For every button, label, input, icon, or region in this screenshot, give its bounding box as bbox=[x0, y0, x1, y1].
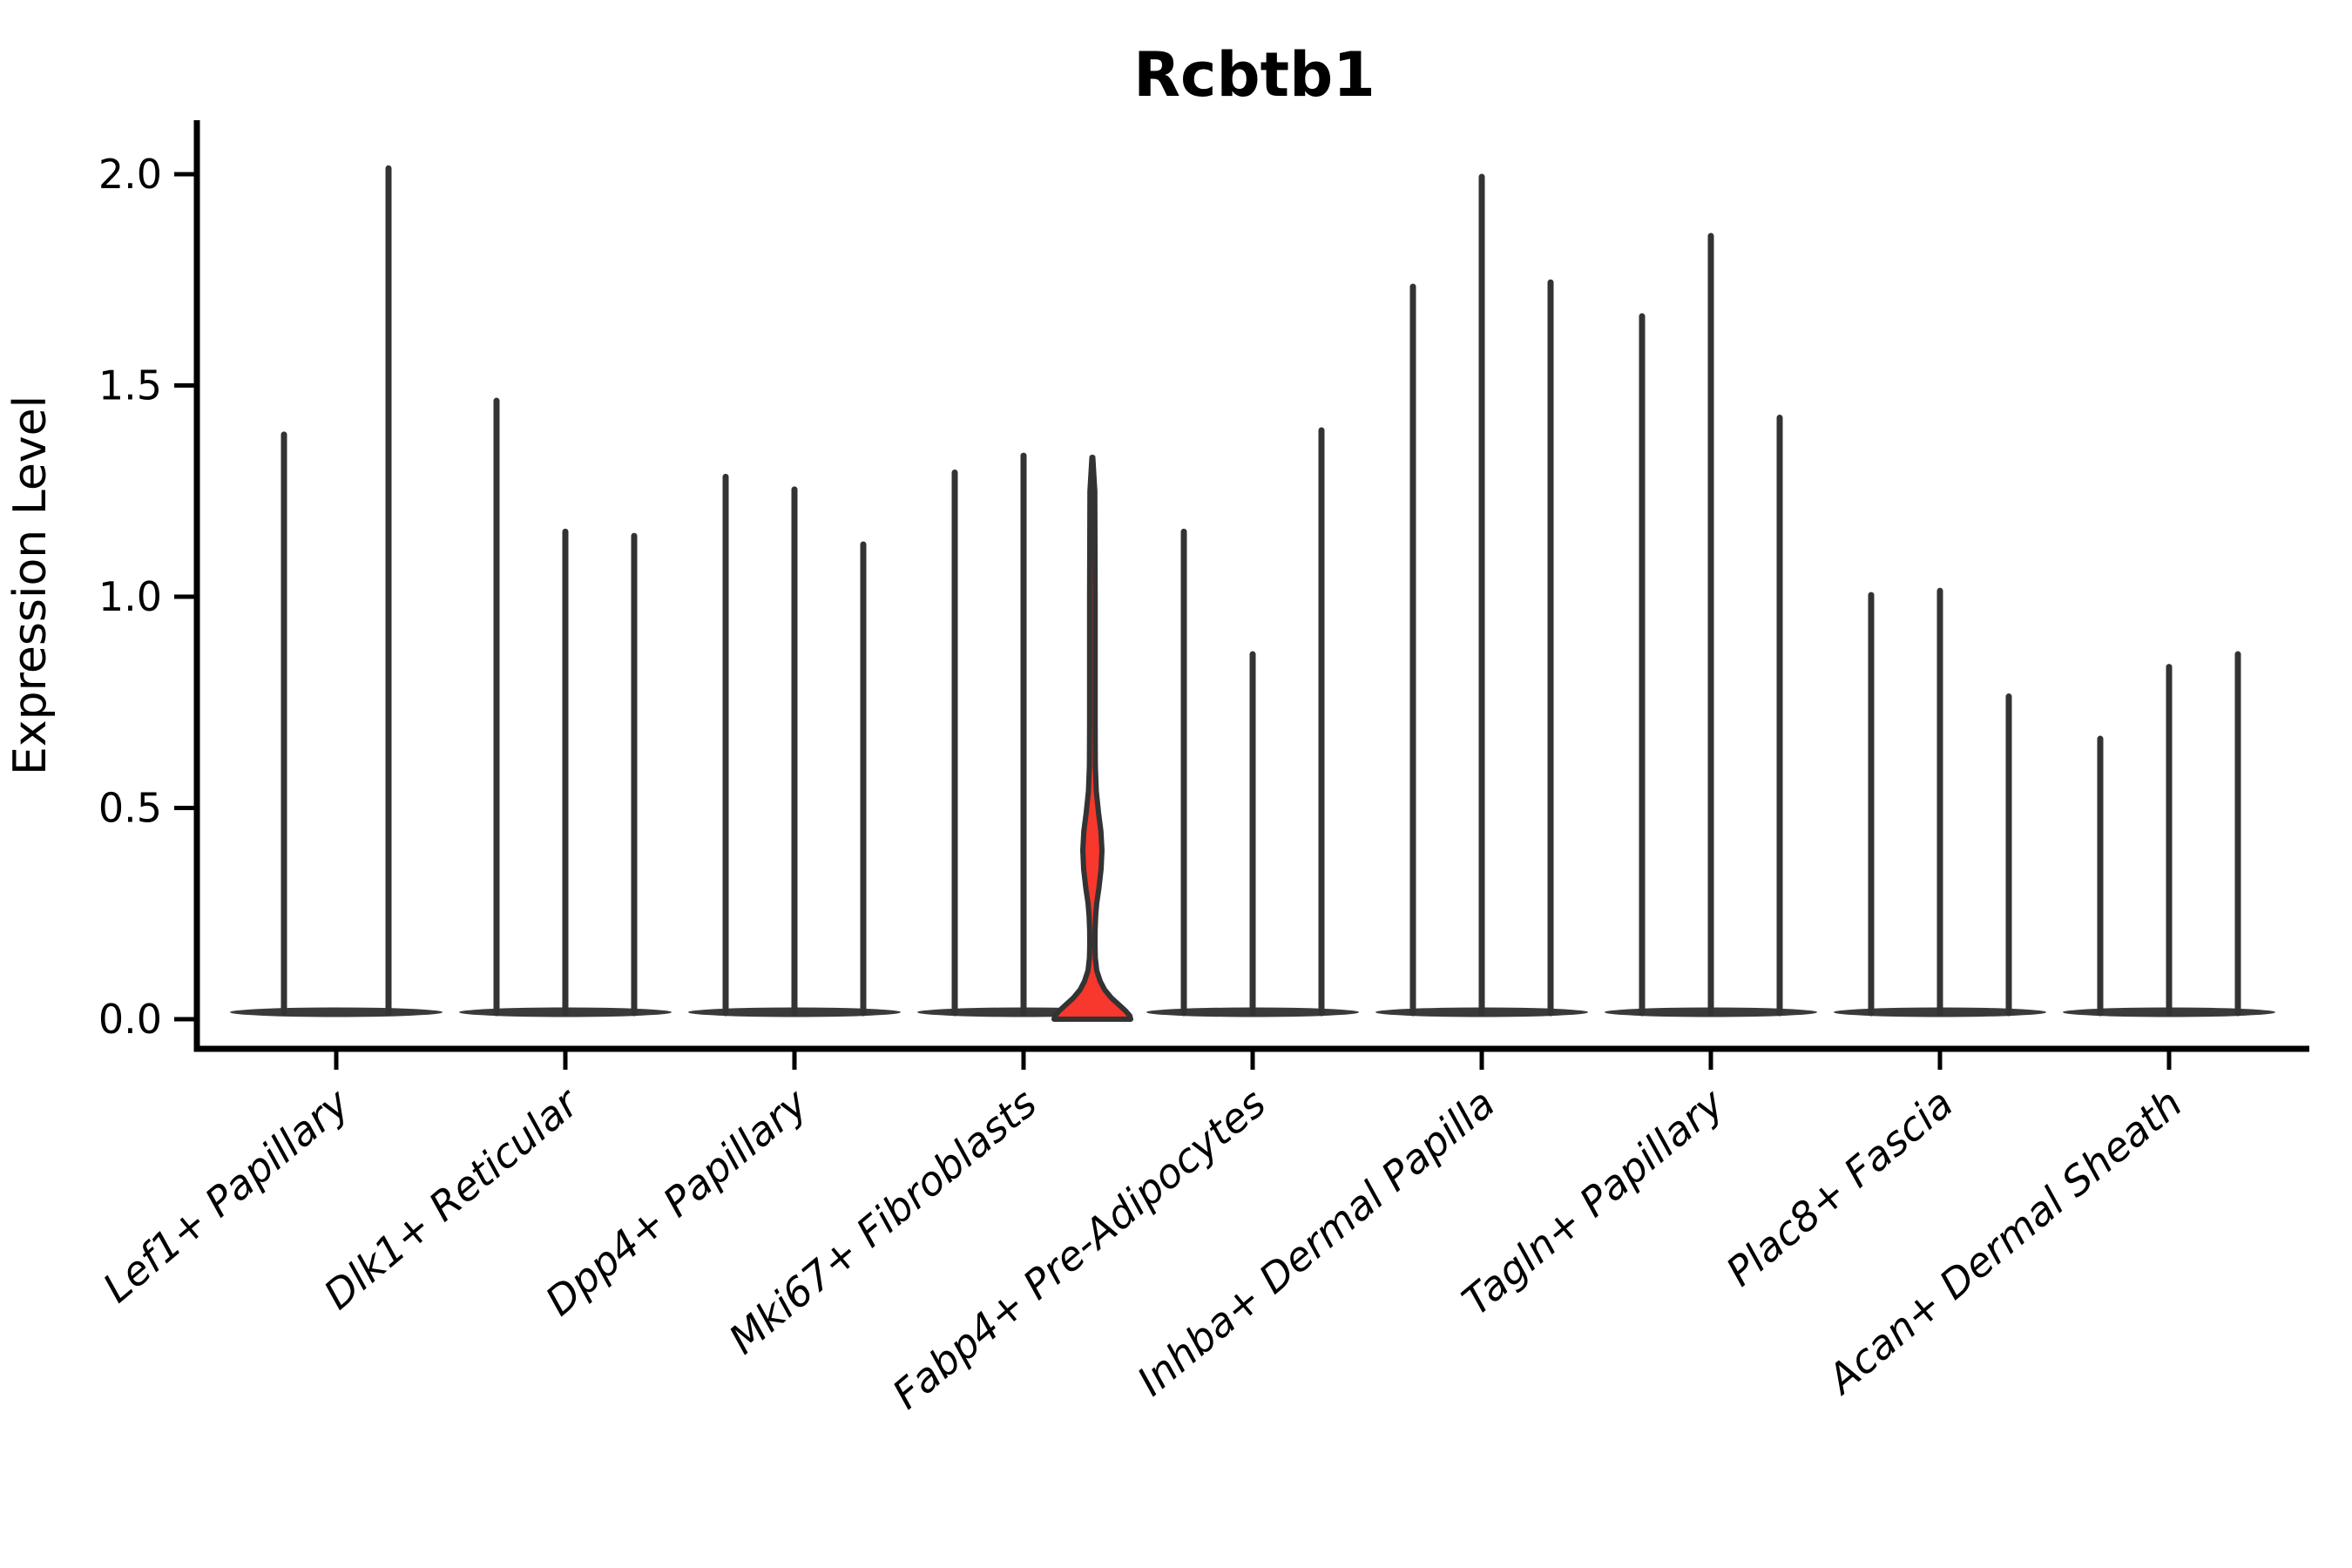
y-tick-label: 0.5 bbox=[98, 785, 162, 832]
y-tick-label: 0.0 bbox=[98, 996, 162, 1043]
y-tick-label: 2.0 bbox=[98, 151, 162, 198]
violin-base-group-0 bbox=[230, 1007, 443, 1017]
figure-title: Rcbtb1 bbox=[1133, 39, 1375, 111]
violin-highlighted-mki67-fibroblasts bbox=[1051, 454, 1133, 1022]
y-tick-label: 1.0 bbox=[98, 573, 162, 620]
y-tick-label: 1.5 bbox=[98, 362, 162, 409]
y-axis-title: Expression Level bbox=[4, 395, 57, 775]
